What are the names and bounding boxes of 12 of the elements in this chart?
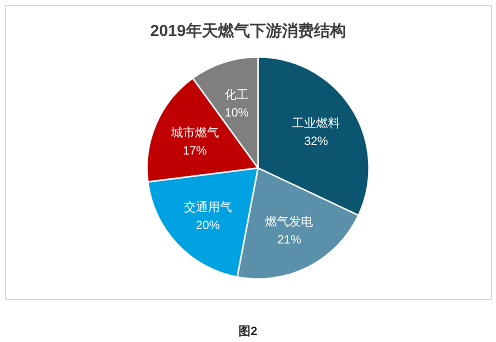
data-label: 21% (277, 232, 302, 246)
data-label: 32% (304, 134, 328, 148)
slice-label: 燃气发电 (265, 214, 314, 228)
caption: 图2 (238, 324, 258, 338)
slice-label: 交通用气 (184, 200, 232, 214)
slice-label: 工业燃料 (292, 116, 340, 130)
data-label: 10% (224, 106, 250, 120)
slice-label: 城市燃气 (170, 126, 219, 140)
chart-title: 2019年天燃气下游消费结构 (150, 22, 346, 40)
data-label: 20% (196, 218, 220, 232)
data-label: 17% (182, 144, 208, 158)
slice-label: 化工 (224, 88, 249, 102)
